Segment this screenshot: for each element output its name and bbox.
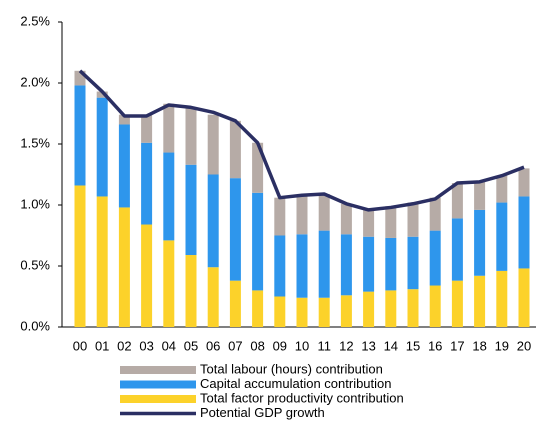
y-tick-label: 0.5% xyxy=(20,257,50,272)
bar-segment xyxy=(74,70,86,86)
y-tick-label: 1.0% xyxy=(20,196,50,211)
bar-segment xyxy=(451,280,463,327)
x-tick-label: 20 xyxy=(517,338,531,353)
bar-segment xyxy=(318,230,330,298)
bar-segment xyxy=(229,280,241,327)
legend-swatch xyxy=(120,366,196,374)
x-tick-label: 05 xyxy=(184,338,198,353)
x-tick-label: 11 xyxy=(317,338,331,353)
bar-segment xyxy=(474,209,486,276)
bar-segment xyxy=(318,194,330,231)
bar-segment xyxy=(518,268,530,327)
legend-swatch xyxy=(120,395,196,403)
x-tick-label: 18 xyxy=(472,338,486,353)
bar-segment xyxy=(496,202,508,271)
bar-segment xyxy=(185,164,197,256)
bar-segment xyxy=(451,183,463,219)
bar-segment xyxy=(185,107,197,165)
bar-segment xyxy=(141,142,153,225)
legend-label: Total labour (hours) contribution xyxy=(200,361,383,376)
x-tick-label: 14 xyxy=(384,338,398,353)
bar-segment xyxy=(252,142,264,193)
legend-swatch xyxy=(120,380,196,389)
x-tick-label: 17 xyxy=(450,338,464,353)
x-tick-label: 08 xyxy=(250,338,264,353)
bar-segment xyxy=(429,197,441,231)
bar-segment xyxy=(74,185,86,327)
bar-segment xyxy=(118,124,130,208)
bar-segment xyxy=(518,168,530,197)
bar-segment xyxy=(229,120,241,179)
x-tick-label: 13 xyxy=(361,338,375,353)
bar-segment xyxy=(207,267,219,327)
bar-segment xyxy=(340,234,352,296)
bar-segment xyxy=(318,297,330,327)
bar-segment xyxy=(96,97,108,197)
bar-segment xyxy=(429,230,441,286)
bar-segment xyxy=(118,114,130,125)
bar-segment xyxy=(407,289,419,327)
line-series xyxy=(78,69,525,212)
x-tick-label: 03 xyxy=(139,338,153,353)
bar-segment xyxy=(96,196,108,327)
bar-segment xyxy=(207,174,219,268)
bar-segment xyxy=(185,255,197,327)
bar-segment xyxy=(96,91,108,98)
bar-segment xyxy=(474,180,486,210)
x-tick-label: 15 xyxy=(406,338,420,353)
bar-segment xyxy=(141,114,153,143)
bar-segment xyxy=(163,240,175,327)
bar-segment xyxy=(229,178,241,281)
legend-label: Total factor productivity contribution xyxy=(200,390,404,405)
x-tick-label: 02 xyxy=(117,338,131,353)
bar-segment xyxy=(407,202,419,237)
bar-segment xyxy=(496,270,508,327)
bar-segment xyxy=(385,290,397,327)
x-tick-label: 10 xyxy=(295,338,309,353)
bar-segment xyxy=(429,285,441,327)
bar-segment xyxy=(496,175,508,203)
bar-segment xyxy=(385,237,397,291)
bar-segment xyxy=(252,290,264,327)
legend-label: Potential GDP growth xyxy=(200,405,325,420)
bar-segment xyxy=(363,291,375,327)
bar-segment xyxy=(407,236,419,290)
bar-segment xyxy=(274,197,286,236)
x-tick-label: 09 xyxy=(273,338,287,353)
bar-segment xyxy=(451,218,463,281)
y-tick-label: 0.0% xyxy=(20,318,50,333)
bar-segment xyxy=(518,196,530,269)
y-tick-label: 2.5% xyxy=(20,13,50,28)
x-tick-label: 19 xyxy=(495,338,509,353)
bar-segment xyxy=(296,234,308,298)
bar-segment xyxy=(296,297,308,327)
bar-segment xyxy=(207,114,219,175)
bar-segment xyxy=(252,192,264,291)
bar-segment xyxy=(118,207,130,327)
bar-segment xyxy=(163,103,175,153)
x-tick-label: 01 xyxy=(95,338,109,353)
bar-segment xyxy=(385,206,397,238)
x-tick-label: 00 xyxy=(73,338,87,353)
bar-segment xyxy=(340,203,352,235)
bar-segment xyxy=(296,196,308,235)
x-tick-label: 06 xyxy=(206,338,220,353)
x-tick-label: 04 xyxy=(162,338,176,353)
y-tick-label: 2.0% xyxy=(20,74,50,89)
y-tick-label: 1.5% xyxy=(20,135,50,150)
x-tick-label: 12 xyxy=(339,338,353,353)
bar-segment xyxy=(363,208,375,237)
bar-segment xyxy=(141,224,153,327)
bar-segment xyxy=(363,236,375,292)
bar-segment xyxy=(163,152,175,241)
bar-segment xyxy=(74,85,86,186)
bar-segment xyxy=(274,235,286,297)
x-tick-label: 07 xyxy=(228,338,242,353)
bar-segment xyxy=(274,296,286,327)
legend-label: Capital accumulation contribution xyxy=(200,376,392,391)
bar-segment xyxy=(340,295,352,327)
x-tick-label: 16 xyxy=(428,338,442,353)
bar-segment xyxy=(474,275,486,327)
